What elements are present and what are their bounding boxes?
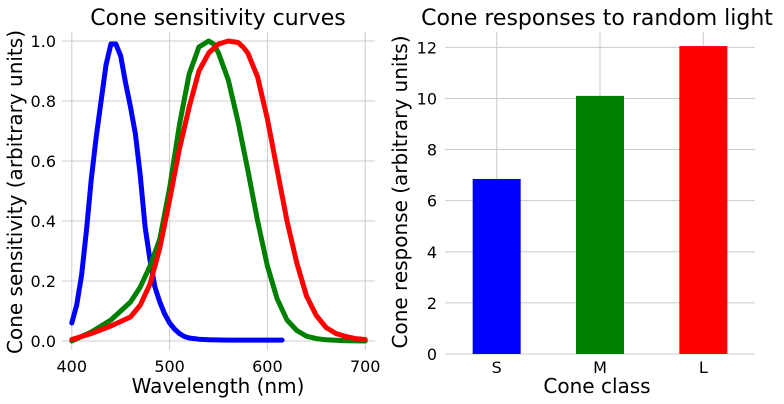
y-axis-label: Cone sensitivity (arbitrary units) (3, 30, 27, 354)
x-tick-label: L (699, 358, 708, 377)
x-tick-label: 400 (57, 357, 88, 376)
y-tick-label: 0 (427, 345, 437, 364)
cone-sensitivity-chart: 400 500 600 700 0.0 0.2 0.4 0.6 0.8 1.0 Cone sen… (3, 6, 380, 398)
x-tick-label: M (593, 358, 607, 377)
y-tick-label: 1.0 (31, 32, 56, 51)
bar-L (679, 46, 728, 355)
x-tick-label: 700 (350, 357, 381, 376)
x-tick-label: S (492, 358, 502, 377)
series-lines (69, 38, 368, 344)
bar-M (576, 95, 624, 354)
y-tick-label: 8 (427, 141, 437, 160)
cone-response-chart: S M L 0 2 4 6 8 10 12 Cone responses to random l… (388, 6, 773, 398)
bars (472, 46, 728, 355)
bar-S (472, 178, 521, 354)
series-line (69, 38, 368, 342)
y-tick-labels: 0.0 0.2 0.4 0.6 0.8 1.0 (31, 32, 56, 351)
grid-lines (62, 32, 375, 350)
y-tick-label: 2 (427, 294, 437, 313)
x-tick-label: 500 (154, 357, 185, 376)
y-tick-label: 4 (427, 243, 437, 262)
chart-title: Cone sensitivity curves (90, 6, 345, 31)
y-tick-labels: 0 2 4 6 8 10 12 (417, 38, 437, 364)
x-axis-label: Wavelength (nm) (132, 374, 305, 398)
chart-title: Cone responses to random light (421, 6, 773, 31)
y-tick-label: 10 (417, 89, 437, 108)
y-axis-label: Cone response (arbitrary units) (388, 36, 412, 349)
x-tick-label: 600 (252, 357, 283, 376)
y-tick-label: 0.2 (31, 272, 56, 291)
x-axis-label: Cone class (543, 374, 650, 398)
y-tick-label: 0.0 (31, 332, 56, 351)
x-tick-labels: 400 500 600 700 (57, 357, 381, 376)
series-line (69, 38, 368, 344)
y-tick-label: 12 (417, 38, 437, 57)
y-tick-label: 0.4 (31, 212, 56, 231)
y-tick-label: 0.8 (31, 92, 56, 111)
y-tick-label: 6 (427, 192, 437, 211)
y-tick-label: 0.6 (31, 152, 56, 171)
series-line (69, 41, 285, 343)
